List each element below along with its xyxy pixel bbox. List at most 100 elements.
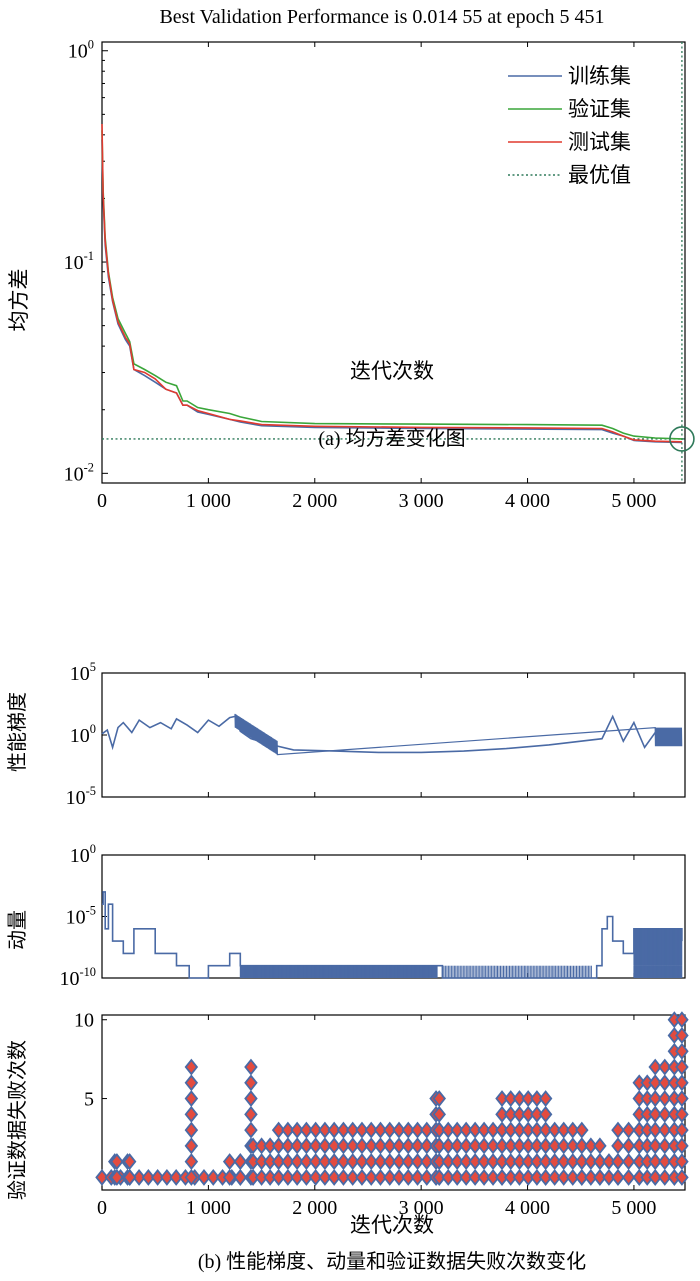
- failure-point: [648, 1121, 662, 1139]
- failure-point: [556, 1168, 571, 1186]
- failure-point: [401, 1168, 416, 1186]
- failure-point: [675, 1027, 689, 1044]
- failure-point: [318, 1153, 332, 1171]
- failure-point: [327, 1153, 341, 1171]
- legend-label: 测试集: [568, 130, 631, 154]
- failure-point: [355, 1137, 369, 1155]
- failure-point: [110, 1168, 124, 1186]
- failure-point: [538, 1137, 553, 1155]
- failure-point: [530, 1121, 544, 1139]
- failure-point: [299, 1168, 314, 1186]
- failure-point: [459, 1168, 473, 1186]
- failure-point: [401, 1137, 416, 1155]
- failure-point: [150, 1168, 165, 1186]
- failure-point: [593, 1137, 607, 1155]
- y-tick-label: 10-10: [59, 965, 96, 990]
- y-tick-label: 100: [70, 722, 96, 747]
- failure-point: [521, 1121, 535, 1139]
- failure-point: [271, 1153, 286, 1171]
- figure-caption-b: (b) 性能梯度、动量和验证数据失败次数变化: [198, 1250, 586, 1273]
- y-tick-label: 100: [68, 38, 94, 63]
- failure-point: [345, 1168, 360, 1186]
- failure-point: [318, 1137, 332, 1155]
- failure-point: [566, 1121, 580, 1139]
- failure-point: [602, 1153, 616, 1171]
- legend-label: 验证集: [568, 97, 631, 121]
- failure-point: [503, 1153, 518, 1171]
- failure-point: [648, 1058, 662, 1076]
- failure-point: [450, 1153, 464, 1171]
- failure-point: [290, 1137, 304, 1155]
- failure-point: [658, 1137, 672, 1155]
- failure-point: [547, 1168, 562, 1186]
- failure-point: [308, 1137, 323, 1155]
- failure-point: [318, 1121, 332, 1139]
- failure-point: [382, 1153, 397, 1171]
- failure-point: [122, 1168, 137, 1186]
- failure-point: [486, 1121, 500, 1139]
- failure-point: [575, 1168, 589, 1186]
- failure-point: [244, 1105, 258, 1123]
- failure-point: [658, 1105, 672, 1123]
- failure-point: [675, 1137, 689, 1155]
- failure-point: [222, 1168, 237, 1186]
- failure-point: [336, 1168, 351, 1186]
- failure-point: [281, 1153, 295, 1171]
- failure-point: [468, 1137, 482, 1155]
- failure-point: [392, 1168, 406, 1186]
- failure-point: [547, 1121, 562, 1139]
- failure-point: [530, 1137, 544, 1155]
- plot-frame: [101, 672, 686, 798]
- failure-point: [486, 1137, 500, 1155]
- failure-point: [441, 1153, 455, 1171]
- failure-point: [184, 1153, 199, 1171]
- x-tick-label: 5 000: [611, 1197, 656, 1219]
- failure-point: [495, 1168, 509, 1186]
- failure-point: [593, 1153, 607, 1171]
- x-tick-label: 3 000: [399, 1197, 444, 1219]
- failure-point: [271, 1121, 286, 1139]
- failure-point: [327, 1168, 341, 1186]
- failure-point: [420, 1153, 434, 1171]
- failure-point: [503, 1121, 518, 1139]
- failure-point: [233, 1153, 248, 1171]
- failure-point: [373, 1121, 388, 1139]
- failure-point: [410, 1153, 425, 1171]
- failure-point: [477, 1121, 491, 1139]
- failure-point: [308, 1153, 323, 1171]
- failure-point: [355, 1121, 369, 1139]
- y-tick-label: 105: [70, 660, 96, 685]
- failure-point: [141, 1168, 156, 1186]
- failure-point: [538, 1153, 553, 1171]
- y-tick-label: 100: [70, 842, 96, 867]
- failure-point: [222, 1153, 237, 1171]
- failure-point: [495, 1090, 509, 1107]
- failure-point: [290, 1168, 304, 1186]
- series-line: [102, 891, 683, 979]
- y-tick-label: 10-5: [66, 784, 96, 809]
- failure-point: [392, 1121, 406, 1139]
- failure-point: [169, 1168, 183, 1186]
- failure-point: [364, 1121, 378, 1139]
- failure-point: [345, 1153, 360, 1171]
- gradient-oscillation: [234, 713, 683, 756]
- y-tick-label: 10-5: [66, 904, 96, 929]
- failure-point: [602, 1168, 616, 1186]
- best-point-marker: [669, 426, 695, 452]
- failure-point: [420, 1121, 434, 1139]
- x-axis-label: 迭代次数: [350, 359, 434, 383]
- failure-point: [648, 1074, 662, 1092]
- failure-point: [336, 1137, 351, 1155]
- failure-point: [575, 1137, 589, 1155]
- failure-point: [477, 1137, 491, 1155]
- failure-point: [184, 1090, 199, 1107]
- failure-point: [530, 1105, 544, 1123]
- failure-point: [477, 1168, 491, 1186]
- failure-point: [122, 1153, 137, 1171]
- failure-point: [556, 1137, 571, 1155]
- failure-point: [675, 1121, 689, 1139]
- legend-label: 训练集: [568, 64, 631, 88]
- failure-point: [373, 1168, 388, 1186]
- failure-point: [364, 1137, 378, 1155]
- failure-point: [675, 1011, 689, 1029]
